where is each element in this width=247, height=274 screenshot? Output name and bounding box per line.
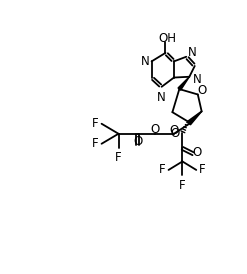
Text: O: O (198, 84, 207, 97)
Text: N: N (192, 73, 201, 85)
Text: OH: OH (159, 32, 177, 45)
Text: O: O (192, 147, 202, 159)
Text: F: F (179, 179, 186, 192)
Polygon shape (188, 112, 202, 125)
Text: F: F (115, 152, 122, 164)
Text: F: F (92, 117, 99, 130)
Text: F: F (92, 137, 99, 150)
Text: O: O (150, 123, 159, 136)
Text: O: O (170, 127, 179, 140)
Text: O: O (133, 135, 142, 148)
Text: F: F (159, 163, 165, 176)
Text: N: N (188, 46, 197, 59)
Text: O: O (169, 124, 179, 137)
Polygon shape (178, 77, 189, 90)
Text: N: N (141, 55, 149, 68)
Text: F: F (199, 163, 206, 176)
Text: N: N (157, 91, 166, 104)
